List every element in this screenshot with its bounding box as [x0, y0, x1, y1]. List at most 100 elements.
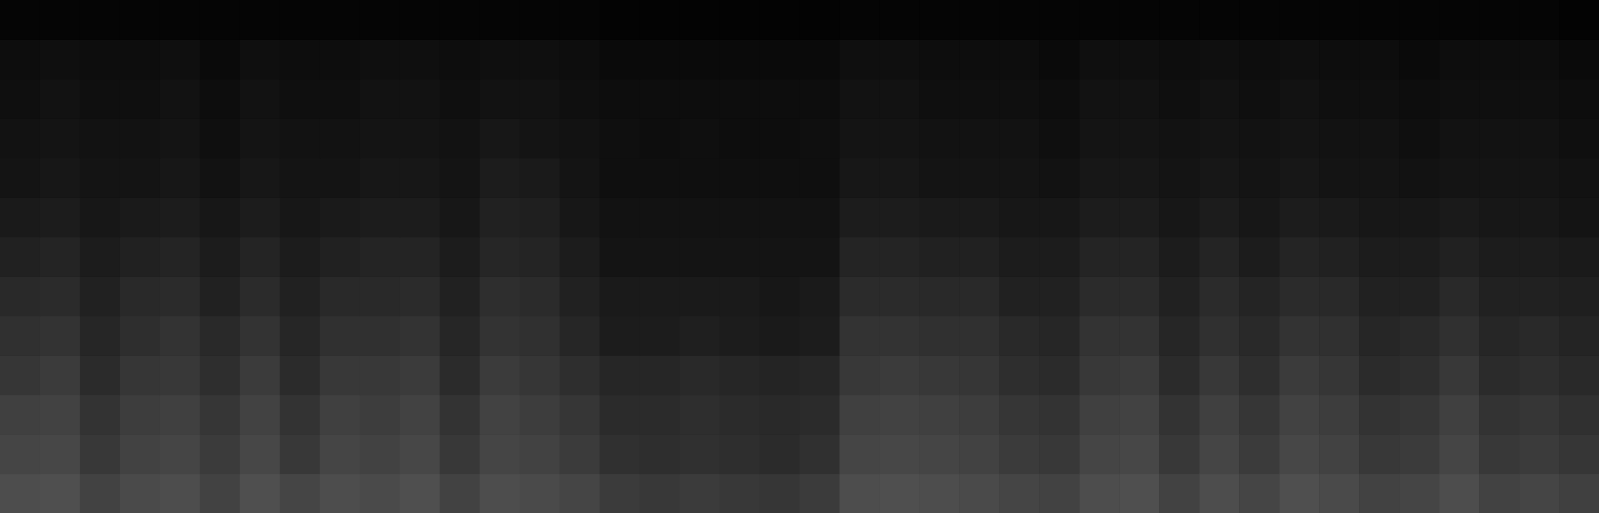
cell: [1519, 79, 1559, 119]
cell: [1279, 237, 1319, 277]
cell: [1439, 197, 1479, 237]
cell: [680, 118, 720, 158]
cell: [1159, 395, 1199, 435]
cell: [240, 0, 280, 40]
cell: [1319, 276, 1359, 316]
cell: [1159, 39, 1199, 79]
cell: [160, 474, 200, 513]
cell: [919, 395, 959, 435]
cell: [520, 79, 560, 119]
cell: [240, 158, 280, 198]
cell: [800, 118, 840, 158]
cell: [440, 434, 480, 474]
cell: [200, 355, 240, 395]
cell: [1479, 118, 1519, 158]
cell: [360, 276, 400, 316]
cell: [680, 79, 720, 119]
cell: [839, 158, 879, 198]
cell: [800, 276, 840, 316]
cell: [1119, 355, 1159, 395]
cell: [80, 158, 120, 198]
cell: [1079, 39, 1119, 79]
cell: [959, 158, 999, 198]
cell: [560, 474, 600, 513]
cell: [879, 237, 919, 277]
cell: [1519, 434, 1559, 474]
cell: [440, 474, 480, 513]
cell: [1199, 118, 1239, 158]
cell: [520, 434, 560, 474]
cell: [720, 197, 760, 237]
cell: [1319, 39, 1359, 79]
cell: [919, 276, 959, 316]
cell: [120, 316, 160, 356]
cell: [1559, 79, 1599, 119]
cell: [1119, 0, 1159, 40]
cell: [879, 0, 919, 40]
cell: [1399, 197, 1439, 237]
cell: [680, 197, 720, 237]
cell: [1039, 355, 1079, 395]
cell: [40, 197, 80, 237]
cell: [1479, 276, 1519, 316]
cell: [1319, 316, 1359, 356]
cell: [120, 39, 160, 79]
cell: [640, 474, 680, 513]
cell: [919, 0, 959, 40]
cell: [760, 395, 800, 435]
cell: [600, 474, 640, 513]
cell: [760, 276, 800, 316]
cell: [320, 39, 360, 79]
cell: [120, 79, 160, 119]
cell: [1319, 118, 1359, 158]
cell: [680, 434, 720, 474]
cell: [1559, 197, 1599, 237]
cell: [1439, 316, 1479, 356]
cell: [360, 79, 400, 119]
cell: [1239, 237, 1279, 277]
cell: [760, 355, 800, 395]
cell: [480, 434, 520, 474]
cell: [1159, 197, 1199, 237]
cell: [1119, 197, 1159, 237]
cell: [999, 434, 1039, 474]
cell: [320, 79, 360, 119]
cell: [680, 395, 720, 435]
cell: [360, 474, 400, 513]
cell: [240, 39, 280, 79]
cell: [1439, 79, 1479, 119]
cell: [760, 316, 800, 356]
cell: [1519, 39, 1559, 79]
cell: [1239, 355, 1279, 395]
cell: [1119, 79, 1159, 119]
cell: [160, 0, 200, 40]
cell: [800, 158, 840, 198]
cell: [440, 316, 480, 356]
cell: [1159, 474, 1199, 513]
cell: [480, 0, 520, 40]
cell: [80, 276, 120, 316]
cell: [1239, 395, 1279, 435]
cell: [0, 316, 40, 356]
cell: [520, 197, 560, 237]
cell: [879, 434, 919, 474]
cell: [1079, 237, 1119, 277]
cell: [1039, 79, 1079, 119]
cell: [879, 316, 919, 356]
cell: [1359, 79, 1399, 119]
cell: [919, 237, 959, 277]
cell: [1119, 118, 1159, 158]
cell: [1359, 237, 1399, 277]
cell: [1559, 158, 1599, 198]
cell: [1479, 395, 1519, 435]
cell: [160, 158, 200, 198]
cell: [200, 276, 240, 316]
cell: [600, 434, 640, 474]
cell: [160, 39, 200, 79]
cell: [800, 237, 840, 277]
cell: [320, 118, 360, 158]
cell: [1159, 118, 1199, 158]
cell: [1239, 434, 1279, 474]
cell: [1199, 395, 1239, 435]
cell: [40, 316, 80, 356]
